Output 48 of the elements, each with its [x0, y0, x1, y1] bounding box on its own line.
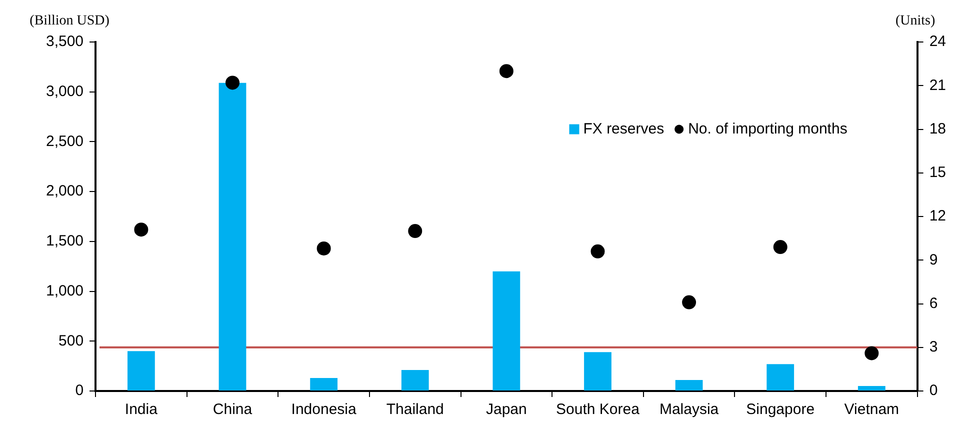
bar: [127, 351, 155, 390]
point: [864, 346, 879, 360]
y2-tick-label: 18: [929, 120, 946, 138]
y-axis-title: (Billion USD): [30, 14, 110, 29]
y-tick-label: 500: [58, 332, 84, 350]
x-tick-label: China: [212, 401, 253, 418]
y-tick-label: 3,500: [46, 33, 84, 50]
y2-tick-label: 24: [929, 33, 946, 50]
legend-label: No. of importing months: [688, 120, 848, 138]
point: [682, 295, 696, 310]
x-tick-label: Thailand: [386, 401, 444, 418]
y-tick-label: 1,500: [46, 232, 84, 250]
point: [499, 64, 514, 78]
y-tick-label: 3,000: [46, 83, 84, 100]
y2-tick-label: 9: [929, 251, 938, 268]
point: [773, 240, 788, 254]
point: [226, 76, 240, 90]
x-tick-label: Vietnam: [844, 401, 900, 418]
y2-tick-label: 0: [929, 382, 938, 400]
bar: [218, 82, 246, 390]
point: [408, 224, 422, 238]
x-tick-label: Singapore: [746, 401, 815, 418]
bar: [675, 380, 703, 390]
x-tick-label: Indonesia: [291, 401, 357, 418]
y2-tick-label: 3: [929, 338, 938, 356]
x-tick-label: Japan: [486, 401, 527, 418]
y-tick-label: 1,000: [46, 282, 84, 300]
x-tick-label: South Korea: [556, 401, 640, 418]
bar: [858, 386, 886, 390]
point: [590, 244, 605, 258]
bar: [766, 364, 794, 390]
legend-label: FX reserves: [583, 120, 664, 138]
x-tick-label: Malaysia: [659, 401, 720, 418]
bar: [492, 271, 520, 390]
point: [134, 222, 148, 237]
y2-tick-label: 12: [929, 208, 946, 225]
y-tick-label: 0: [75, 382, 84, 400]
bar: [310, 378, 338, 390]
bar: [584, 352, 612, 390]
y2-tick-label: 15: [929, 164, 946, 182]
y2-tick-label: 21: [929, 76, 946, 94]
point: [316, 241, 331, 256]
x-tick-label: India: [124, 401, 158, 418]
y-tick-label: 2,000: [46, 182, 84, 200]
y2-tick-label: 6: [929, 294, 938, 312]
y-tick-label: 2,500: [46, 132, 84, 150]
bar: [401, 370, 429, 390]
y2-axis-title: (Units): [895, 14, 936, 29]
